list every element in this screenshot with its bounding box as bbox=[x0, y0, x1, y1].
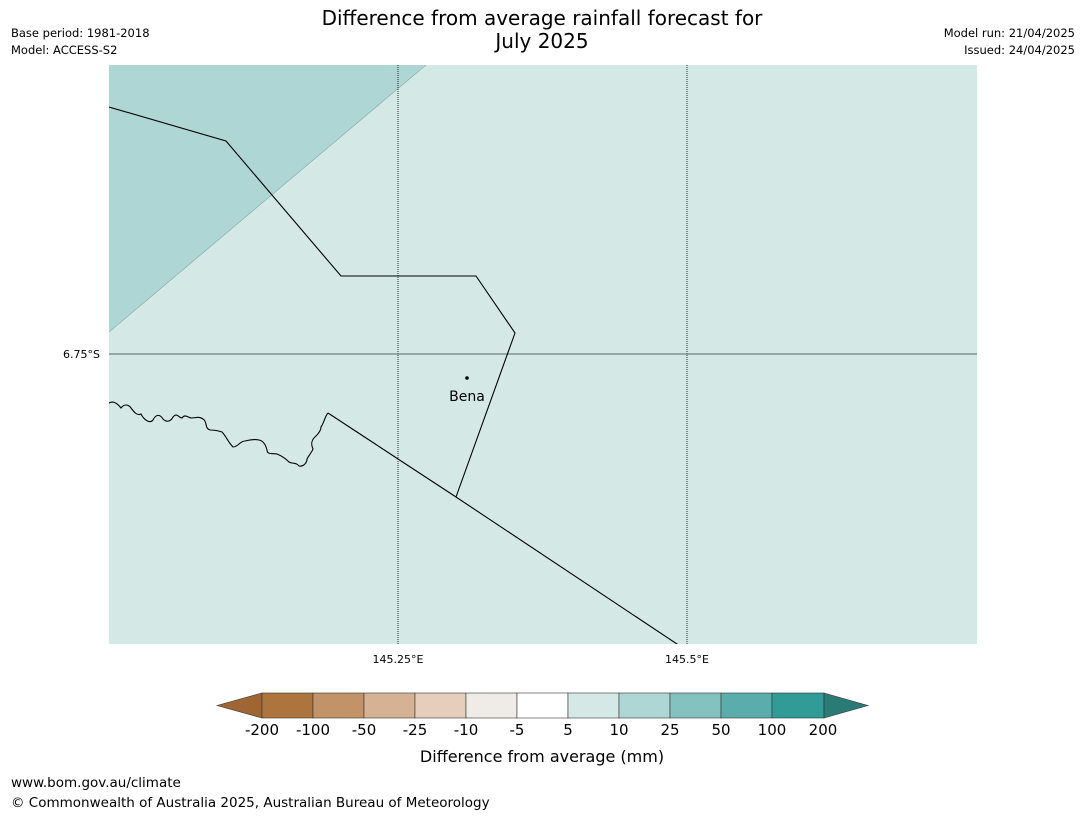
colorbar-tick-label: 10 bbox=[609, 721, 628, 739]
colorbar-right-extension bbox=[823, 692, 870, 719]
latitude-label: 6.75°S bbox=[63, 348, 100, 361]
colorbar-tick-label: -10 bbox=[454, 721, 479, 739]
colorbar-tick-label: 25 bbox=[660, 721, 679, 739]
longitude-label: 145.25°E bbox=[373, 653, 424, 666]
colorbar-tick-label: 200 bbox=[809, 721, 838, 739]
colorbar-title: Difference from average (mm) bbox=[420, 747, 664, 766]
colorbar-tick-label: 50 bbox=[711, 721, 730, 739]
base-period: Base period: 1981-2018 bbox=[11, 26, 150, 40]
title-line-1: Difference from average rainfall forecas… bbox=[321, 6, 763, 30]
meta-left: Base period: 1981-2018 Model: ACCESS-S2 bbox=[11, 25, 150, 59]
colorbar-tick-label: -50 bbox=[352, 721, 377, 739]
colorbar-tick-label: -200 bbox=[245, 721, 279, 739]
zone-edge bbox=[109, 65, 427, 333]
model-run: Model run: 21/04/2025 bbox=[943, 26, 1075, 40]
coastline bbox=[109, 401, 329, 467]
colorbar-left-extension bbox=[215, 692, 263, 719]
colorbar-tick-label: -5 bbox=[510, 721, 525, 739]
colorbar-cell bbox=[261, 692, 314, 719]
colorbar-cell bbox=[567, 692, 620, 719]
colorbar bbox=[215, 692, 870, 719]
colorbar-tick-label: -25 bbox=[403, 721, 428, 739]
colorbar-cell bbox=[720, 692, 773, 719]
colorbar-cell bbox=[618, 692, 671, 719]
footer-copyright: © Commonwealth of Australia 2025, Austra… bbox=[11, 795, 490, 811]
colorbar-cell bbox=[465, 692, 518, 719]
province-boundary bbox=[327, 412, 678, 644]
place-label: Bena bbox=[449, 389, 485, 405]
colorbar-ticks: -200 -100 -50 -25 -10 -5 5 10 25 50 100 … bbox=[245, 721, 837, 739]
colorbar-tick-label: 5 bbox=[563, 721, 573, 739]
longitude-label: 145.5°E bbox=[665, 653, 709, 666]
colorbar-cell bbox=[312, 692, 365, 719]
province-boundary bbox=[109, 106, 516, 498]
map-area[interactable]: Bena bbox=[109, 65, 977, 646]
colorbar-tick-label: 100 bbox=[758, 721, 787, 739]
model-name: Model: ACCESS-S2 bbox=[11, 43, 118, 57]
place-marker bbox=[465, 376, 469, 380]
colorbar-tick-label: -100 bbox=[296, 721, 330, 739]
meta-right: Model run: 21/04/2025 Issued: 24/04/2025 bbox=[944, 25, 1075, 59]
colorbar-cell bbox=[414, 692, 467, 719]
colorbar-cell bbox=[363, 692, 416, 719]
colorbar-cell bbox=[669, 692, 722, 719]
colorbar-cell bbox=[516, 692, 569, 719]
footer-url[interactable]: www.bom.gov.au/climate bbox=[11, 775, 181, 791]
issued-date: Issued: 24/04/2025 bbox=[964, 43, 1075, 57]
colorbar-cell bbox=[771, 692, 825, 719]
title-line-2: July 2025 bbox=[495, 29, 589, 53]
chart-title: Difference from average rainfall forecas… bbox=[242, 7, 842, 53]
